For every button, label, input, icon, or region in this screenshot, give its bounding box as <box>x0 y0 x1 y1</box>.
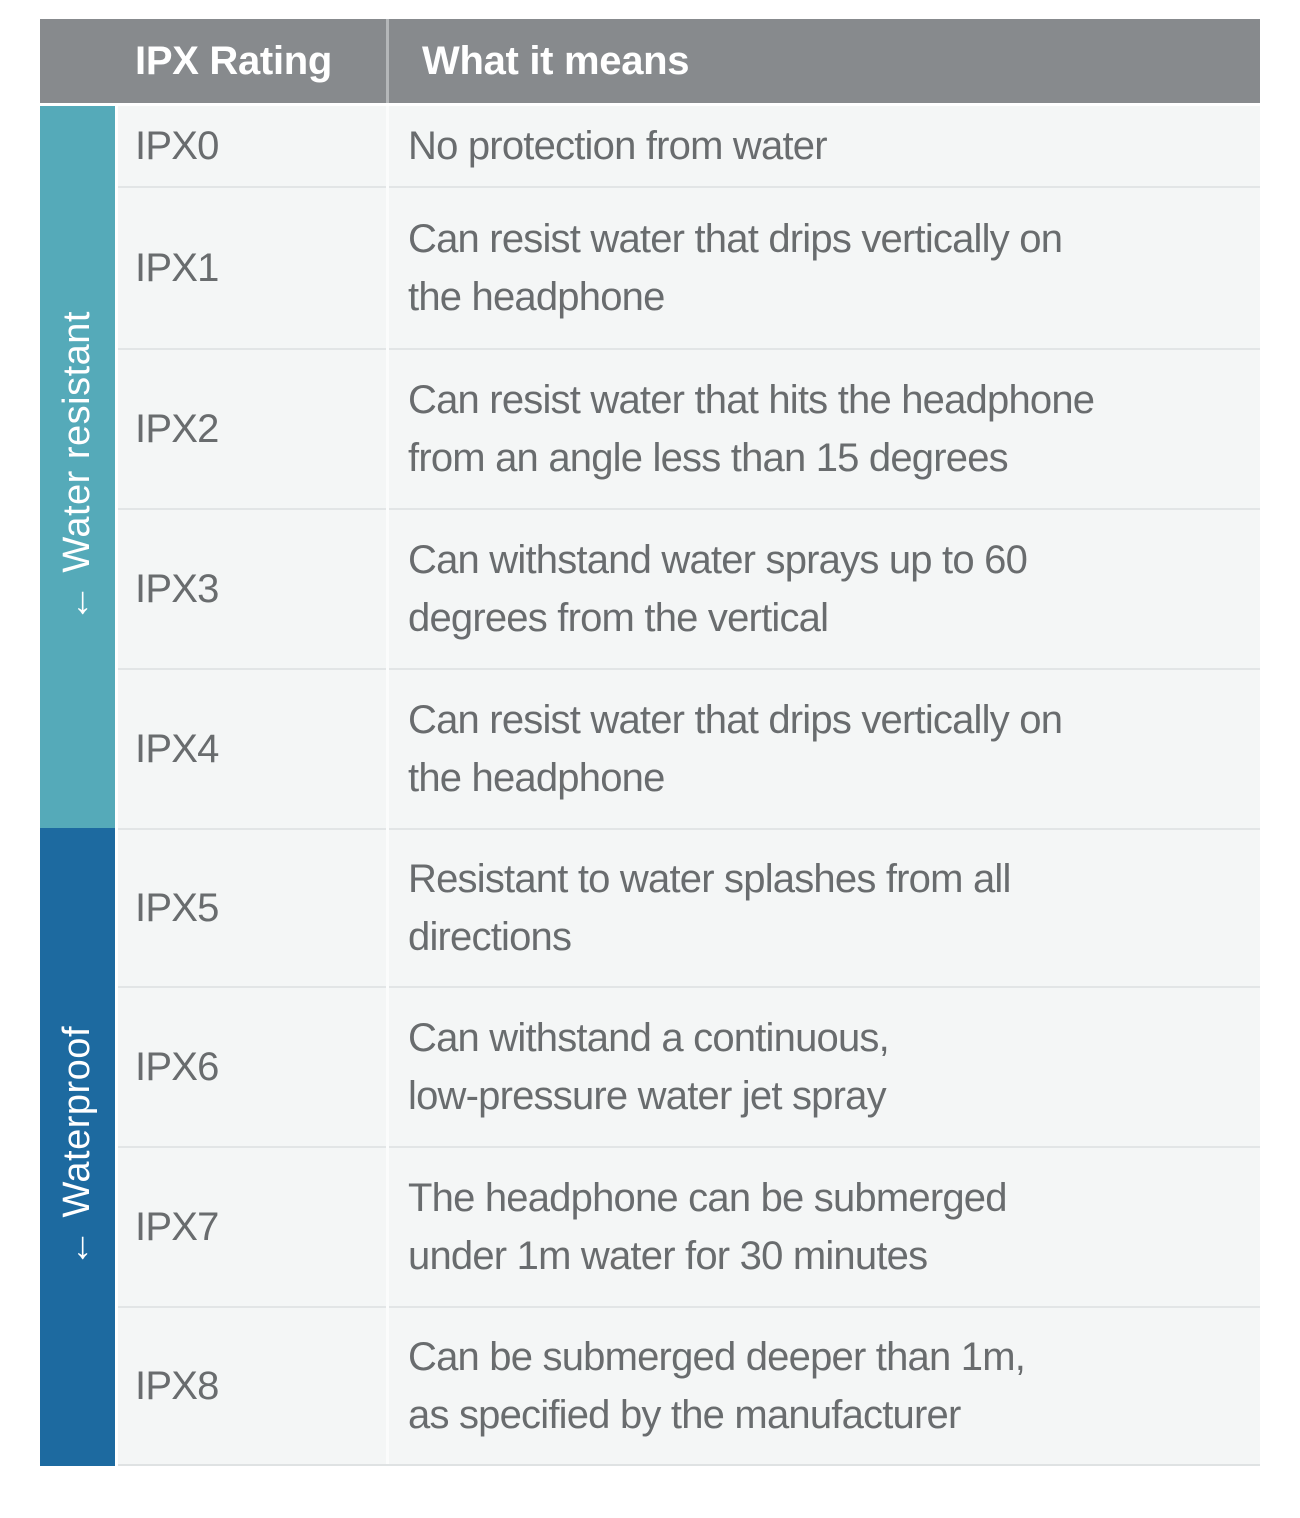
rating-cell-ipx0: IPX0 <box>118 106 386 186</box>
rating-cell-ipx4: IPX4 <box>118 668 386 828</box>
header-label-what-it-means: What it means <box>422 38 690 83</box>
rating-cell-ipx1: IPX1 <box>118 186 386 348</box>
meaning-cell-ipx8: Can be submerged deeper than 1m, as spec… <box>389 1306 1260 1466</box>
meaning-cell-ipx2: Can resist water that hits the headphone… <box>389 348 1260 508</box>
waterproof-group-strip: ← Waterproof <box>40 828 115 1466</box>
meaning-cell-ipx6: Can withstand a continuous, low-pressure… <box>389 986 1260 1146</box>
ipx-rating-table: IPX Rating What it means ← Water resista… <box>40 19 1260 1466</box>
rating-cell-ipx2: IPX2 <box>118 348 386 508</box>
header-cell-what-it-means: What it means <box>389 19 1260 103</box>
header-column-divider <box>386 19 389 103</box>
meaning-cell-ipx5: Resistant to water splashes from all dir… <box>389 828 1260 986</box>
water-resistant-group-strip: ← Water resistant <box>40 106 115 828</box>
rating-cell-ipx5: IPX5 <box>118 828 386 986</box>
meaning-cell-ipx1: Can resist water that drips vertically o… <box>389 186 1260 348</box>
rating-cell-ipx3: IPX3 <box>118 508 386 668</box>
meaning-cell-ipx7: The headphone can be submerged under 1m … <box>389 1146 1260 1306</box>
rating-cell-ipx7: IPX7 <box>118 1146 386 1306</box>
body-column-divider <box>386 106 389 1466</box>
rating-cell-ipx8: IPX8 <box>118 1306 386 1466</box>
meaning-cell-ipx3: Can withstand water sprays up to 60 degr… <box>389 508 1260 668</box>
rating-cell-ipx6: IPX6 <box>118 986 386 1146</box>
water-resistant-group-label: ← Water resistant <box>56 311 98 623</box>
waterproof-group-label: ← Waterproof <box>56 1026 98 1268</box>
header-label-ipx-rating: IPX Rating <box>135 38 333 83</box>
header-cell-ipx-rating: IPX Rating <box>40 19 386 103</box>
meaning-cell-ipx0: No protection from water <box>389 106 1260 186</box>
meaning-cell-ipx4: Can resist water that drips vertically o… <box>389 668 1260 828</box>
